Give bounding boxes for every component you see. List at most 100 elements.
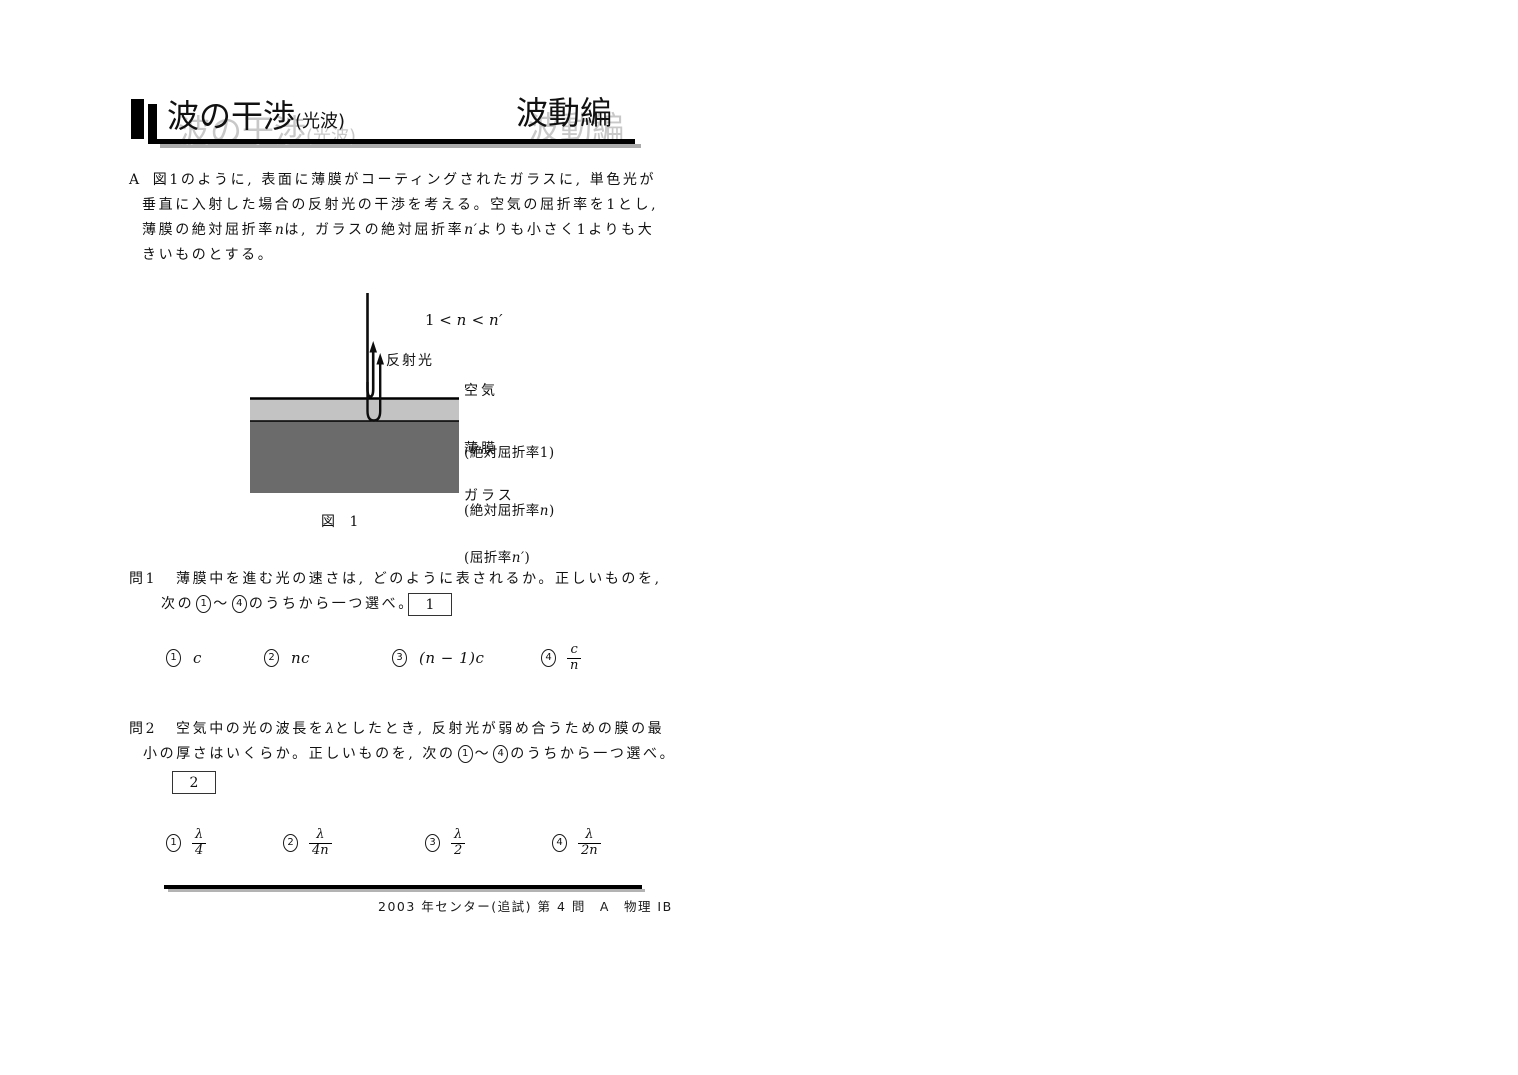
series-badge-shadow-text: 波動編: [528, 109, 625, 147]
fraction-numerator: λ: [309, 827, 332, 844]
question-1-line-2: 次の 1 〜 4 のうちから一つ選べ。: [161, 595, 415, 614]
option-circle-4: 4: [552, 834, 567, 852]
thin-film-diagram: [250, 293, 459, 493]
index-inequality: 1 < n < n′: [425, 311, 503, 329]
intro-line-1-text: 図1のように, 表面に薄膜がコーティングされたガラスに, 単色光が: [152, 172, 657, 188]
air-sub-pre: (絶対屈折率: [464, 445, 540, 461]
glass-sub-post: ): [524, 550, 531, 566]
film-sub-value: n: [539, 503, 549, 519]
q1-choose-pre: 次の: [161, 596, 195, 612]
page-title-text: 波の干渉: [167, 97, 296, 135]
fraction-denominator: 4: [195, 842, 204, 858]
q1-option-2: 2 nc: [262, 641, 310, 675]
air-sub-post: ): [548, 445, 555, 461]
question-1-line-1: 薄膜中を進む光の速さは, どのように表されるか。正しいものを,: [176, 571, 662, 587]
option-circle-1: 1: [166, 649, 181, 667]
option-circle-1: 1: [166, 834, 181, 852]
intro-line-3-c: よりも小さく1よりも大: [477, 222, 655, 238]
fraction-denominator: 4n: [312, 842, 329, 858]
inequality-p2: <: [466, 311, 489, 329]
circled-number-4: 4: [231, 595, 247, 614]
q2-line-1-b: としたとき, 反射光が弱め合うための膜の最: [334, 721, 665, 737]
q1-option-3-expr: (n − 1)c: [419, 649, 485, 667]
inequality-n: n: [456, 311, 467, 329]
q2-choose-pre: 小の厚さはいくらか。正しいものを, 次の: [143, 746, 456, 762]
header-rule-shadow: [160, 144, 641, 148]
interface-reflection-arrowhead: [376, 353, 384, 365]
intro-line-1: A 図1のように, 表面に薄膜がコーティングされたガラスに, 単色光が: [129, 171, 656, 189]
q1-option-3: 3 (n − 1)c: [390, 641, 484, 675]
inequality-n-prime: n′: [488, 311, 504, 329]
footer-rule-shadow: [168, 889, 645, 892]
circled-number-4: 4: [493, 745, 509, 764]
question-2-label: 問2: [129, 721, 158, 737]
figure-caption: 図 1: [321, 514, 364, 530]
film-sub-pre: (絶対屈折率: [464, 503, 540, 519]
series-badge: 波動編: [516, 97, 612, 129]
header-accent-bar-right: [148, 104, 157, 144]
q2-option-4: 4 λ 2n: [550, 826, 601, 860]
air-label-block: 空気 (絶対屈折率1): [464, 342, 555, 499]
option-circle-3: 3: [392, 649, 407, 667]
glass-sublabel: (屈折率n′): [464, 546, 530, 566]
q2-option-2: 2 λ 4n: [281, 826, 332, 860]
option-circle-2: 2: [283, 834, 298, 852]
air-sub-value: 1: [539, 445, 549, 461]
header-accent-bar-left: [131, 99, 144, 139]
series-badge-shadow: 波動編: [528, 112, 624, 144]
q2-line-1-a: 空気中の光の波長を: [176, 721, 326, 737]
glass-sub-pre: (屈折率: [464, 550, 512, 566]
q1-option-1-expr: c: [193, 649, 202, 667]
fraction-denominator: n: [570, 657, 579, 673]
option-circle-2: 2: [264, 649, 279, 667]
wavelength-lambda: λ: [325, 721, 335, 737]
question-2-line-1: 空気中の光の波長をλとしたとき, 反射光が弱め合うための膜の最: [176, 720, 664, 738]
intro-line-3-b: は, ガラスの絶対屈折率: [284, 222, 465, 238]
intro-line-4: きいものとする。: [142, 247, 275, 263]
surface-reflection-arrowhead: [369, 341, 377, 353]
film-layer: [250, 399, 459, 421]
option-circle-4: 4: [541, 649, 556, 667]
q2-option-4-fraction: λ 2n: [578, 827, 601, 859]
intro-line-2: 垂直に入射した場合の反射光の干渉を考える。空気の屈折率を1とし,: [142, 197, 659, 213]
page-title: 波の干渉(光波): [167, 100, 345, 132]
fraction-denominator: 2: [454, 842, 463, 858]
refractive-index-n-prime: n′: [464, 222, 478, 238]
option-circle-3: 3: [425, 834, 440, 852]
fraction-numerator: λ: [451, 827, 466, 844]
glass-label: ガラス: [464, 488, 515, 504]
air-label: 空気: [464, 383, 498, 399]
q1-choose-post: のうちから一つ選べ。: [248, 596, 415, 612]
page-title-paren: (光波): [295, 111, 346, 132]
fraction-numerator: c: [567, 642, 582, 659]
q1-range-tilde: 〜: [213, 596, 230, 612]
circled-number-1: 1: [196, 595, 212, 614]
interface-reflection-ray: [366, 360, 382, 422]
question-1-label: 問1: [129, 571, 158, 587]
film-label: 薄膜: [464, 441, 498, 457]
question-2-line-2: 小の厚さはいくらか。正しいものを, 次の 1 〜 4 のうちから一つ選べ。: [143, 745, 676, 764]
q1-option-2-expr: nc: [291, 649, 311, 667]
q2-range-tilde: 〜: [474, 746, 492, 762]
glass-layer: [250, 421, 459, 493]
header-rule: [155, 139, 635, 144]
intro-line-3-a: 薄膜の絶対屈折率: [142, 222, 275, 238]
film-sub-post: ): [548, 503, 555, 519]
source-citation: 2003 年センター(追試) 第 4 問 A 物理 IB: [378, 899, 673, 914]
air-sublabel: (絶対屈折率1): [464, 441, 555, 461]
film-sublabel: (絶対屈折率n): [464, 499, 555, 519]
fraction-denominator: 2n: [581, 842, 598, 858]
section-label: A: [129, 172, 142, 188]
film-label-block: 薄膜 (絶対屈折率n): [464, 400, 555, 557]
q2-option-2-fraction: λ 4n: [309, 827, 332, 859]
reflected-light-label: 反射光: [386, 353, 434, 369]
inequality-p1: 1 <: [425, 311, 457, 329]
fraction-numerator: λ: [578, 827, 601, 844]
footer-rule: [164, 885, 642, 889]
glass-label-block: ガラス (屈折率n′): [464, 447, 530, 604]
